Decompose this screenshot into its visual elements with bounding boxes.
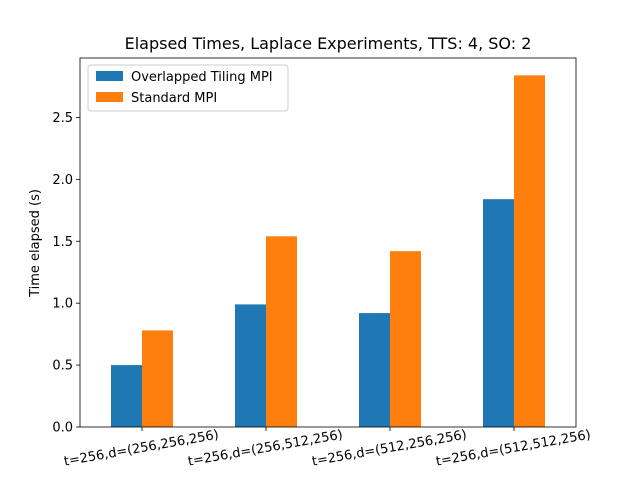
legend-label-standard-mpi: Standard MPI	[131, 91, 217, 106]
chart-title: Elapsed Times, Laplace Experiments, TTS:…	[125, 34, 532, 53]
bar-overlapped-tiling-mpi-0	[111, 365, 142, 427]
bar-standard-mpi-1	[266, 236, 297, 427]
legend: Overlapped Tiling MPI Standard MPI	[87, 64, 289, 112]
legend-label-overlapped-tiling-mpi: Overlapped Tiling MPI	[131, 70, 273, 85]
bar-standard-mpi-3	[514, 75, 545, 427]
y-tick-label: 2.0	[52, 173, 73, 188]
legend-swatch-standard-mpi	[96, 92, 123, 102]
bar-standard-mpi-2	[390, 251, 421, 427]
bar-overlapped-tiling-mpi-3	[483, 199, 514, 427]
legend-box	[87, 64, 289, 112]
y-tick-label: 0.5	[52, 359, 73, 374]
y-tick-label: 1.0	[52, 297, 73, 312]
y-axis-label: Time elapsed (s)	[28, 189, 43, 298]
bar-overlapped-tiling-mpi-2	[359, 313, 390, 427]
legend-swatch-overlapped-tiling-mpi	[96, 71, 123, 81]
y-tick-label: 0.0	[52, 421, 73, 436]
bar-overlapped-tiling-mpi-1	[235, 304, 266, 427]
y-tick-label: 2.5	[52, 111, 73, 126]
axes-frame	[79, 57, 577, 428]
bar-standard-mpi-0	[142, 330, 173, 427]
y-tick-label: 1.5	[52, 235, 73, 250]
